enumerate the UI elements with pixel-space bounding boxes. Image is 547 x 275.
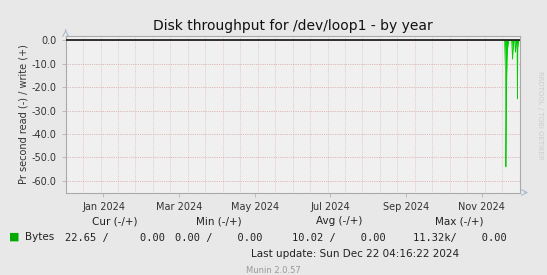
Text: Avg (-/+): Avg (-/+): [316, 216, 362, 226]
Title: Disk throughput for /dev/loop1 - by year: Disk throughput for /dev/loop1 - by year: [153, 19, 433, 33]
Y-axis label: Pr second read (-) / write (+): Pr second read (-) / write (+): [19, 44, 29, 184]
Text: 0.00 /    0.00: 0.00 / 0.00: [175, 233, 263, 243]
Text: Bytes: Bytes: [25, 232, 54, 241]
Text: Max (-/+): Max (-/+): [435, 216, 484, 226]
Text: Munin 2.0.57: Munin 2.0.57: [246, 266, 301, 274]
Text: RRDTOOL / TOBI OETIKER: RRDTOOL / TOBI OETIKER: [537, 71, 543, 160]
Text: Cur (-/+): Cur (-/+): [92, 216, 138, 226]
Text: 11.32k/    0.00: 11.32k/ 0.00: [412, 233, 507, 243]
Text: 22.65 /     0.00: 22.65 / 0.00: [65, 233, 165, 243]
Text: Min (-/+): Min (-/+): [196, 216, 242, 226]
Text: Last update: Sun Dec 22 04:16:22 2024: Last update: Sun Dec 22 04:16:22 2024: [252, 249, 459, 259]
Text: ■: ■: [9, 232, 20, 241]
Text: 10.02 /    0.00: 10.02 / 0.00: [292, 233, 386, 243]
